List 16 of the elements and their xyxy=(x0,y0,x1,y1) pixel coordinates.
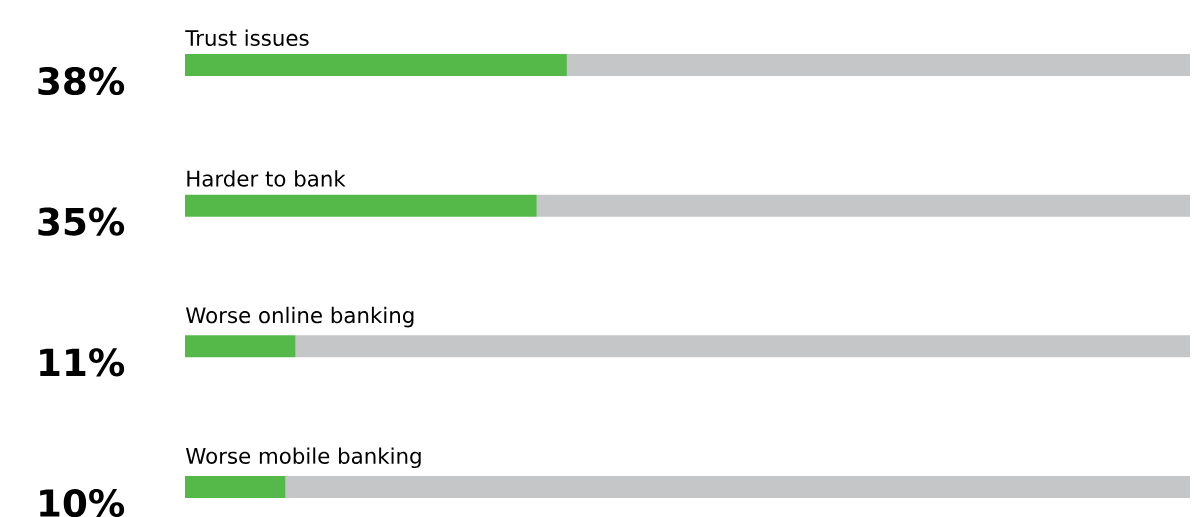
bar xyxy=(566,53,1190,76)
bar xyxy=(295,335,1190,358)
y-tick-label: Worse mobile banking xyxy=(185,447,421,469)
bar xyxy=(185,53,567,76)
bar xyxy=(185,335,296,358)
bar xyxy=(285,475,1190,498)
bar xyxy=(536,194,1190,217)
data-label: 38% xyxy=(38,66,125,96)
y-tick-label: Harder to bank xyxy=(187,170,346,187)
data-label: 10% xyxy=(40,488,125,517)
bar xyxy=(185,475,286,498)
bar xyxy=(185,194,537,217)
data-label: 11% xyxy=(40,348,125,377)
y-tick-label: Trust issues xyxy=(185,29,309,47)
data-label: 35% xyxy=(38,207,125,236)
y-tick-label: Worse online banking xyxy=(185,306,414,328)
